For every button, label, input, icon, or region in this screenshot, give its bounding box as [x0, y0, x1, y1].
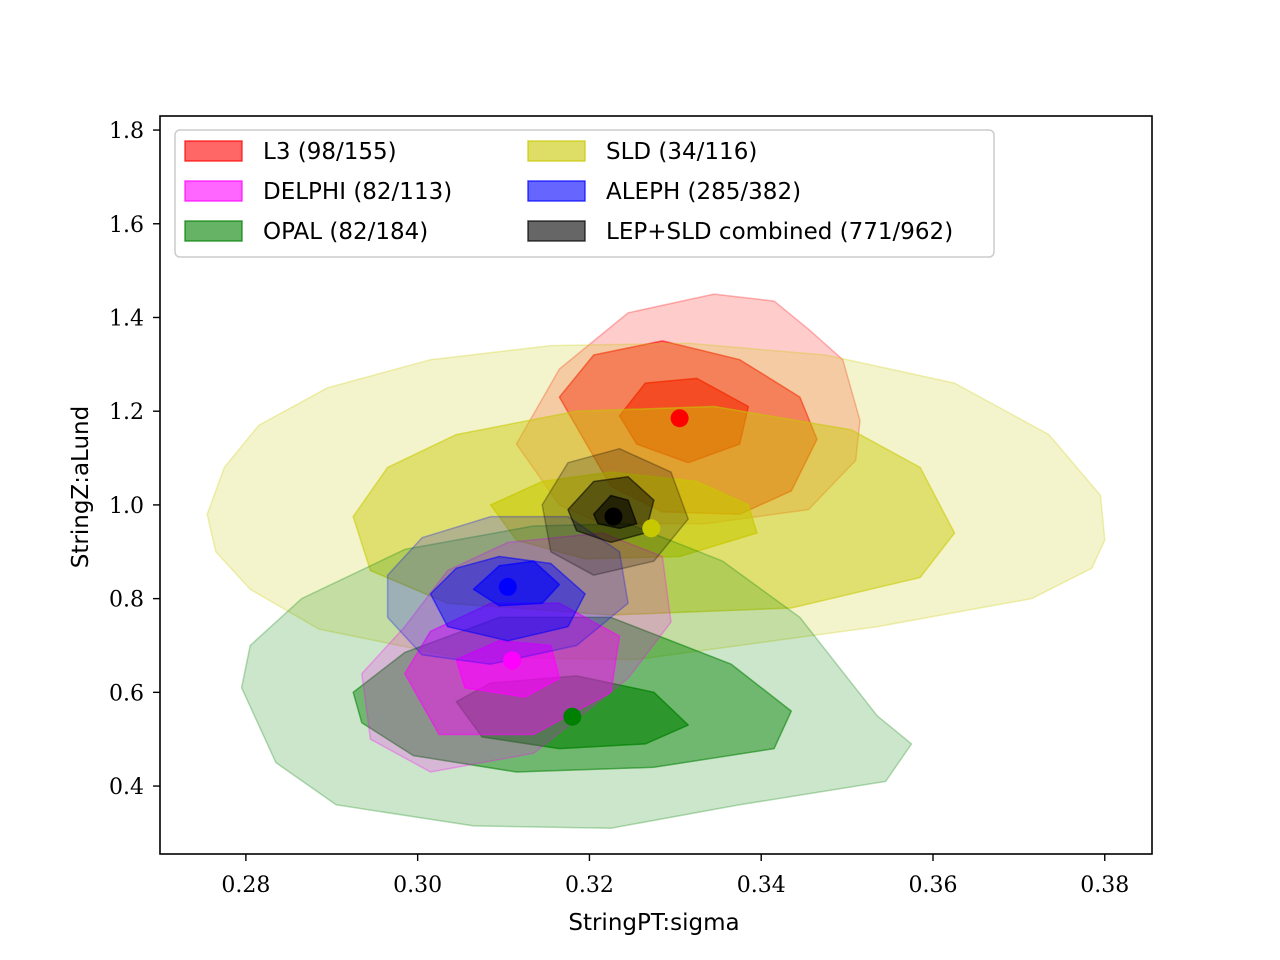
best-fit-points	[498, 409, 689, 726]
legend-swatch	[527, 220, 586, 242]
confidence-region-3-delphi-82-113	[455, 640, 561, 698]
best-fit-point-aleph-285-382	[498, 577, 517, 596]
legend-item-aleph-285-382: ALEPH (285/382)	[527, 179, 801, 205]
legend-item-delphi-82-113: DELPHI (82/113)	[184, 179, 452, 205]
x-tick-label: 0.34	[737, 873, 786, 898]
legend-item-lep-sld-combined-771-962: LEP+SLD combined (771/962)	[527, 219, 953, 245]
x-tick-label: 0.38	[1080, 873, 1129, 898]
y-tick-label: 0.8	[109, 588, 144, 613]
legend-swatch	[184, 180, 243, 202]
legend-item-l3-98-155: L3 (98/155)	[184, 139, 397, 165]
legend-label: ALEPH (285/382)	[606, 179, 801, 205]
series-l3-98-155	[515, 293, 861, 525]
x-tick-label: 0.28	[221, 873, 270, 898]
confidence-region-3-aleph-285-382	[472, 560, 561, 607]
best-fit-point-sld-34-116	[642, 519, 661, 538]
y-axis: 0.4 0.6 0.8 1.0 1.2 1.4 1.6 1.8	[109, 119, 160, 800]
y-tick-label: 1.0	[109, 494, 144, 519]
legend-label: DELPHI (82/113)	[263, 179, 452, 205]
plot-frame	[159, 115, 1153, 855]
y-tick-label: 1.8	[109, 119, 144, 144]
legend-swatch	[527, 180, 586, 202]
x-axis: 0.28 0.30 0.32 0.34 0.36 0.38	[221, 854, 1129, 898]
best-fit-point-delphi-82-113	[503, 651, 522, 670]
legend-label: LEP+SLD combined (771/962)	[606, 219, 953, 245]
best-fit-point-lep-sld-combined-771-962	[604, 507, 623, 526]
legend: L3 (98/155) DELPHI (82/113) OPAL (82/184) S…	[174, 129, 995, 258]
y-tick-label: 0.4	[109, 775, 144, 800]
legend-swatch	[184, 140, 243, 162]
legend-item-opal-82-184: OPAL (82/184)	[184, 219, 428, 245]
y-axis-title: StringZ:aLund	[68, 406, 94, 568]
x-tick-label: 0.36	[908, 873, 957, 898]
legend-label: OPAL (82/184)	[263, 219, 428, 245]
y-tick-label: 1.6	[109, 213, 144, 238]
best-fit-point-l3-98-155	[670, 409, 689, 428]
legend-label: SLD (34/116)	[606, 139, 757, 165]
legend-label: L3 (98/155)	[263, 139, 397, 165]
y-tick-label: 1.2	[109, 400, 144, 425]
y-tick-label: 0.6	[109, 681, 144, 706]
x-tick-label: 0.32	[565, 873, 614, 898]
y-tick-label: 1.4	[109, 306, 144, 331]
best-fit-point-opal-82-184	[563, 707, 582, 726]
x-axis-title: StringPT:sigma	[568, 910, 739, 936]
legend-swatch	[184, 220, 243, 242]
x-tick-label: 0.30	[393, 873, 442, 898]
legend-swatch	[527, 140, 586, 162]
legend-item-sld-34-116: SLD (34/116)	[527, 139, 757, 165]
